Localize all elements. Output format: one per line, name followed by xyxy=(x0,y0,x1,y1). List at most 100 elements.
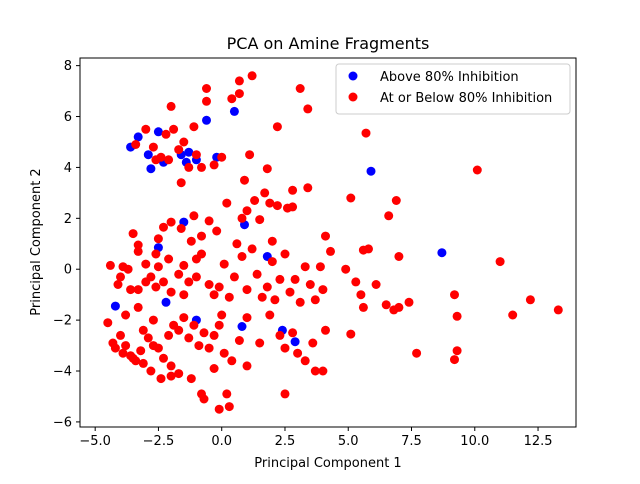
data-point xyxy=(300,356,310,366)
data-point xyxy=(197,162,206,172)
data-point xyxy=(166,217,176,227)
data-point xyxy=(295,297,305,307)
data-point xyxy=(508,310,518,320)
data-point xyxy=(222,389,232,399)
data-point xyxy=(270,295,280,305)
data-point xyxy=(290,337,300,347)
data-point xyxy=(495,257,505,267)
legend-marker-above xyxy=(348,71,358,81)
y-axis-label: Principal Component 2 xyxy=(29,168,44,315)
x-tick-label: −2.5 xyxy=(143,434,175,449)
data-point xyxy=(153,262,163,272)
data-point xyxy=(326,246,335,256)
data-point xyxy=(186,236,196,246)
data-point xyxy=(191,254,201,264)
data-point xyxy=(272,201,282,211)
data-point xyxy=(202,96,211,106)
data-point xyxy=(133,240,143,250)
data-point xyxy=(351,277,361,287)
x-axis-ticks: −5.0 −2.5 0.0 2.5 5.0 7.5 10.0 12.5 xyxy=(79,427,553,449)
x-tick-label: 0.0 xyxy=(211,434,232,449)
data-point xyxy=(472,165,482,175)
data-point xyxy=(280,249,290,259)
data-point xyxy=(121,341,131,351)
points-layer xyxy=(103,71,563,414)
data-point xyxy=(242,361,252,371)
data-point xyxy=(227,94,237,104)
data-point xyxy=(242,206,252,216)
data-point xyxy=(176,178,186,188)
data-point xyxy=(143,150,153,160)
data-point xyxy=(308,338,318,348)
data-point xyxy=(148,315,158,325)
data-point xyxy=(116,272,125,282)
data-point xyxy=(176,224,186,233)
data-point xyxy=(214,282,224,292)
data-point xyxy=(128,353,138,363)
data-point xyxy=(161,297,171,307)
data-point xyxy=(131,140,141,149)
data-point xyxy=(151,249,161,259)
data-point xyxy=(153,343,163,353)
data-point xyxy=(174,369,184,379)
data-point xyxy=(184,277,194,287)
data-point xyxy=(288,328,298,338)
data-point xyxy=(148,142,158,152)
data-point xyxy=(341,264,351,274)
data-point xyxy=(121,310,131,320)
data-point xyxy=(227,356,237,366)
data-point xyxy=(113,280,123,289)
y-tick-label: 0 xyxy=(64,263,72,278)
data-point xyxy=(303,183,313,193)
data-point xyxy=(184,147,194,157)
y-tick-label: 6 xyxy=(64,110,72,125)
x-axis-label: Principal Component 1 xyxy=(254,456,401,471)
data-point xyxy=(164,155,174,165)
data-point xyxy=(450,290,459,300)
legend-label-above: Above 80% Inhibition xyxy=(380,70,519,85)
data-point xyxy=(525,295,535,305)
data-point xyxy=(146,164,156,174)
data-point xyxy=(166,101,176,111)
data-point xyxy=(146,272,156,282)
data-point xyxy=(346,193,356,203)
data-point xyxy=(265,310,275,320)
data-point xyxy=(318,285,328,295)
data-point xyxy=(118,348,128,358)
legend: Above 80% Inhibition At or Below 80% Inh… xyxy=(335,63,571,115)
legend-marker-below xyxy=(348,92,358,102)
data-point xyxy=(242,285,252,295)
data-point xyxy=(214,320,224,330)
y-tick-label: −4 xyxy=(53,365,72,380)
data-point xyxy=(321,325,330,335)
data-point xyxy=(164,254,174,264)
y-tick-label: −2 xyxy=(53,314,72,329)
data-point xyxy=(204,280,214,289)
data-point xyxy=(452,346,462,356)
data-point xyxy=(250,196,260,205)
data-point xyxy=(133,132,143,142)
data-point xyxy=(356,290,366,300)
plot-frame xyxy=(79,57,577,428)
data-point xyxy=(153,234,163,244)
data-point xyxy=(217,310,227,320)
data-point xyxy=(224,402,234,412)
data-point xyxy=(110,343,120,353)
data-point xyxy=(194,341,204,351)
data-point xyxy=(262,164,272,174)
data-point xyxy=(412,348,422,358)
data-point xyxy=(159,277,168,287)
x-tick-label: 12.5 xyxy=(524,434,553,449)
data-point xyxy=(267,236,277,246)
data-point xyxy=(260,188,270,198)
data-point xyxy=(346,329,356,339)
data-point xyxy=(161,129,171,139)
data-point xyxy=(321,231,330,241)
y-tick-label: 2 xyxy=(64,212,72,227)
data-point xyxy=(118,262,128,272)
data-point xyxy=(209,290,219,300)
y-tick-label: −6 xyxy=(53,415,72,430)
data-point xyxy=(166,361,176,371)
y-axis-ticks: −6 −4 −2 0 2 4 6 8 xyxy=(53,59,80,430)
